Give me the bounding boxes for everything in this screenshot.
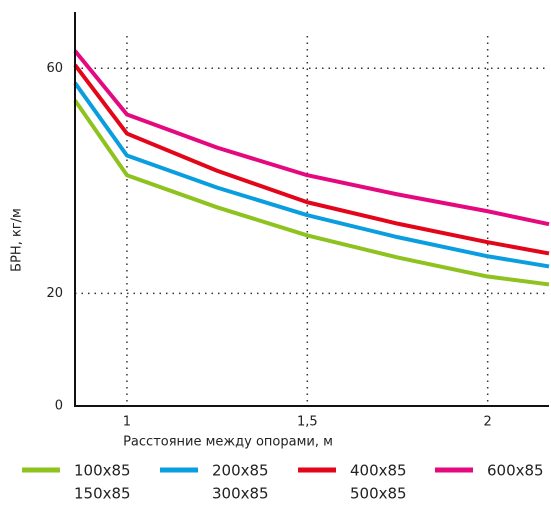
legend-label: 600x85 [487,462,544,480]
series-line [73,81,550,269]
legend-label: 100x85 [74,462,131,480]
x-tick-label: 1 [123,415,131,430]
legend-label: 150x85 [74,485,131,503]
legend-label: 400x85 [350,462,407,480]
x-tick-label: 2 [484,415,492,430]
y-tick-label: 0 [55,399,63,414]
legend-label: 500x85 [350,485,407,503]
series-line [73,63,550,256]
series-line [73,99,550,287]
x-tick-label: 1,5 [297,415,318,430]
legend-label: 300x85 [212,485,269,503]
series-line [73,49,550,227]
x-axis-label: Расстояние между опорами, м [123,435,333,450]
y-tick-label: 60 [46,61,63,76]
legend-label: 200x85 [212,462,269,480]
y-tick-label: 20 [46,286,63,301]
y-axis-label: БРН, кг/м [10,208,25,272]
